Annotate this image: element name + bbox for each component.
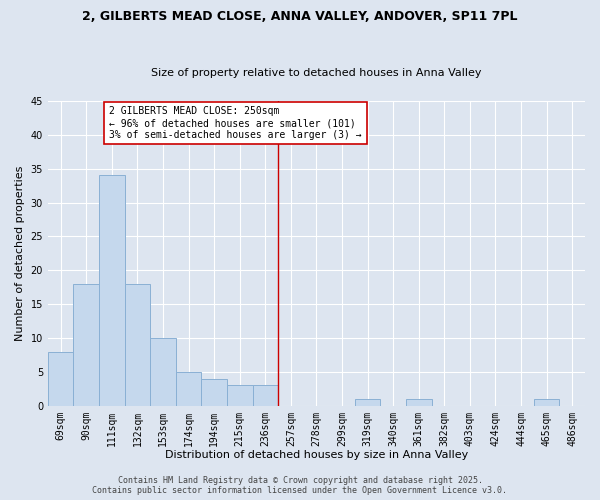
Y-axis label: Number of detached properties: Number of detached properties <box>15 166 25 341</box>
Bar <box>534 399 559 406</box>
Bar <box>253 386 278 406</box>
Bar <box>227 386 253 406</box>
Text: 2, GILBERTS MEAD CLOSE, ANNA VALLEY, ANDOVER, SP11 7PL: 2, GILBERTS MEAD CLOSE, ANNA VALLEY, AND… <box>82 10 518 23</box>
Text: 2 GILBERTS MEAD CLOSE: 250sqm
← 96% of detached houses are smaller (101)
3% of s: 2 GILBERTS MEAD CLOSE: 250sqm ← 96% of d… <box>109 106 362 140</box>
Bar <box>150 338 176 406</box>
Bar <box>125 284 150 406</box>
Bar <box>406 399 431 406</box>
Bar <box>48 352 73 406</box>
Bar <box>355 399 380 406</box>
Bar <box>176 372 202 406</box>
Text: Contains HM Land Registry data © Crown copyright and database right 2025.
Contai: Contains HM Land Registry data © Crown c… <box>92 476 508 495</box>
Bar <box>73 284 99 406</box>
Bar <box>99 176 125 406</box>
X-axis label: Distribution of detached houses by size in Anna Valley: Distribution of detached houses by size … <box>165 450 468 460</box>
Title: Size of property relative to detached houses in Anna Valley: Size of property relative to detached ho… <box>151 68 482 78</box>
Bar <box>202 378 227 406</box>
